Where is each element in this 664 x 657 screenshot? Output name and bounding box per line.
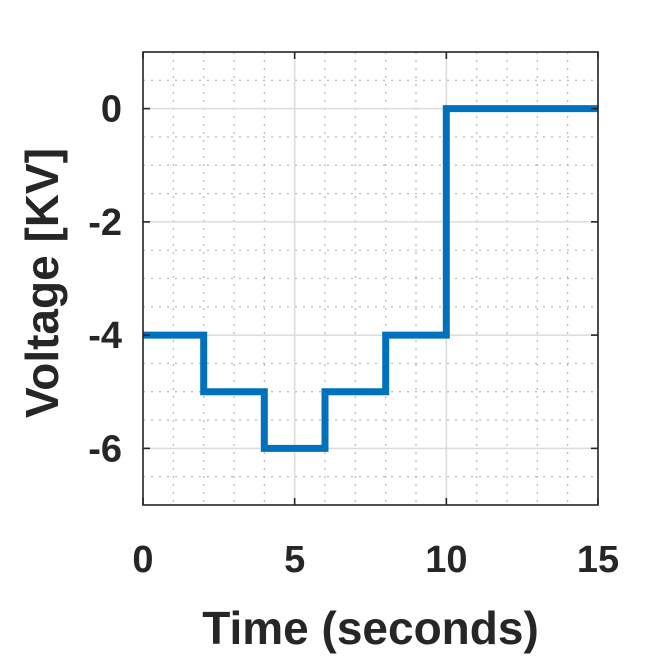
x-axis-title: Time (seconds) — [202, 602, 539, 654]
y-tick-label: 0 — [101, 89, 122, 131]
plot-area-frame — [142, 51, 599, 506]
x-tick-label: 0 — [132, 539, 153, 581]
y-tick-label: -6 — [88, 428, 122, 470]
y-tick-label: -4 — [88, 315, 122, 357]
series-layer — [143, 105, 598, 452]
x-tick-label: 15 — [577, 539, 619, 581]
y-tick-label: -2 — [88, 202, 122, 244]
y-axis-title: Voltage [KV] — [16, 148, 68, 418]
series-line-0 — [143, 105, 598, 452]
x-tick-label: 10 — [425, 539, 467, 581]
x-tick-label: 5 — [284, 539, 305, 581]
axis-ticks: 0 5 10 15 0 -2 -4 -6 — [88, 52, 619, 581]
grid — [142, 51, 599, 506]
